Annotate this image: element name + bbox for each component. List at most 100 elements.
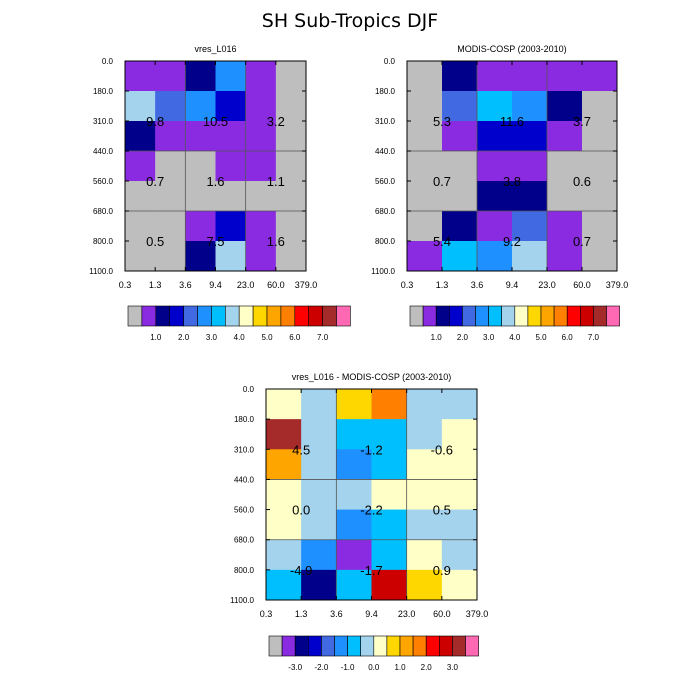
panel1-cell xyxy=(185,121,216,152)
panel2-cell xyxy=(477,181,513,212)
panel3-cell xyxy=(441,539,478,571)
panel2-x-tick-label: 23.0 xyxy=(538,280,556,290)
panel1-box-value: 10.5 xyxy=(203,114,228,129)
panel1-colorbar-label: 3.0 xyxy=(206,333,218,342)
panel2-y-tick-label: 180.0 xyxy=(375,87,396,96)
panel3-colorbar-box xyxy=(268,635,283,657)
panel1-cell xyxy=(125,121,156,152)
panel1-x-tick-label: 0.3 xyxy=(119,280,132,290)
panel1-cell xyxy=(245,151,277,182)
panel2-box-value: 9.2 xyxy=(503,234,521,249)
panel2-cell xyxy=(582,121,618,152)
panel1-colorbar-box xyxy=(225,305,240,327)
panel3-cell xyxy=(371,479,407,510)
panel3-x-tick-label: 23.0 xyxy=(398,609,416,619)
panel2-cell xyxy=(442,181,478,212)
panel1-cell xyxy=(155,61,186,92)
panel2-cell xyxy=(477,61,513,92)
panel3-cell xyxy=(266,389,302,420)
panel2-box-value: 0.6 xyxy=(573,174,591,189)
panel1-x-tick-label: 3.6 xyxy=(179,280,192,290)
panel3-cell xyxy=(371,449,407,480)
panel2-cell xyxy=(547,91,583,122)
panel3-box-value: -2.2 xyxy=(360,503,382,518)
panel3-x-tick-label: 60.0 xyxy=(433,609,451,619)
panel3-y-tick-label: 1100.0 xyxy=(230,596,254,605)
panel1-box-value: 3.2 xyxy=(267,114,285,129)
panel3-cell xyxy=(266,539,302,571)
panel3-cell xyxy=(266,479,302,510)
panel3-colorbar-label: -2.0 xyxy=(315,663,329,672)
panel3-colorbar-box xyxy=(465,635,479,657)
panel2-cell xyxy=(407,91,443,122)
panel2-colorbar-box xyxy=(448,305,463,327)
panel3-box-value: -4.9 xyxy=(290,563,312,578)
panel1-colorbar-label: 5.0 xyxy=(261,333,273,342)
panel3-x-tick-label: 9.4 xyxy=(365,609,378,619)
panel2-cell xyxy=(582,211,618,242)
panel2-cell xyxy=(582,241,618,272)
panel2-colorbar-box xyxy=(435,305,450,327)
panel2-cell xyxy=(547,61,583,92)
panel2-cell xyxy=(582,181,618,212)
panel3-colorbar-label: -1.0 xyxy=(341,663,355,672)
panel3-colorbar-box xyxy=(452,635,466,657)
panel1-colorbar-box xyxy=(280,305,296,327)
panel1-cell xyxy=(245,211,277,242)
panel1-colorbar-box xyxy=(183,305,198,327)
panel1-colorbar-label: 1.0 xyxy=(150,333,162,342)
panel3-cell xyxy=(266,419,302,450)
panel2-y-tick-label: 310.0 xyxy=(375,117,396,126)
panel1-x-tick-label: 60.0 xyxy=(267,280,285,290)
panel3-box-value: -1.7 xyxy=(360,563,382,578)
panel2-y-tick-label: 560.0 xyxy=(375,177,396,186)
panel3-cell xyxy=(371,539,407,571)
panel1-cell xyxy=(275,151,307,182)
panel2-box-value: 11.6 xyxy=(500,114,524,129)
panel2-cell xyxy=(442,241,478,272)
panel1-colorbar-box xyxy=(336,305,351,327)
panel3-x-tick-label: 3.6 xyxy=(330,609,343,619)
panel1-box-value: 0.7 xyxy=(146,174,164,189)
panel2-cell xyxy=(407,241,443,272)
panel3-cell xyxy=(406,419,443,450)
panel1-cell xyxy=(275,121,307,152)
panel2-colorbar-box xyxy=(579,305,594,327)
panel3-colorbar-box xyxy=(334,635,348,657)
panel3-cell xyxy=(441,419,478,450)
panel2-colorbar-box xyxy=(514,305,529,327)
panel3-cell xyxy=(441,509,478,541)
panel2-cell xyxy=(512,181,548,212)
panel3-cell xyxy=(301,539,337,571)
panel1-colorbar-box xyxy=(322,305,337,327)
panel3-y-tick-label: 680.0 xyxy=(234,536,255,545)
panel3-cell xyxy=(371,419,407,450)
panel2-x-tick-label: 379.0 xyxy=(606,280,629,290)
panel2-colorbar-box xyxy=(475,305,489,327)
panel2-cell xyxy=(547,181,583,212)
panel1-y-tick-label: 310.0 xyxy=(93,117,114,126)
panel3-colorbar-box xyxy=(373,635,388,657)
panel3-y-tick-label: 0.0 xyxy=(243,385,255,394)
panel3-y-tick-label: 310.0 xyxy=(234,445,255,454)
panel1-colorbar-box xyxy=(155,305,171,327)
panel3-cell xyxy=(371,569,407,601)
panel2-colorbar-box xyxy=(488,305,503,327)
panel2-cell xyxy=(512,151,548,182)
panel2-y-tick-label: 1100.0 xyxy=(371,267,395,276)
panel1-cell xyxy=(125,241,156,272)
panel1-cell xyxy=(155,151,186,182)
panel2-x-tick-label: 60.0 xyxy=(573,280,591,290)
panel1-cell xyxy=(275,241,307,272)
panel3-colorbar-label: 0.0 xyxy=(368,663,380,672)
panel1-cell xyxy=(125,91,156,122)
panel2-y-tick-label: 440.0 xyxy=(375,147,396,156)
panel1-colorbar-label: 2.0 xyxy=(178,333,190,342)
panel1-cell xyxy=(185,241,216,272)
panel3-y-tick-label: 440.0 xyxy=(234,475,255,484)
panel2-cell xyxy=(477,151,513,182)
panel3-colorbar-label: 1.0 xyxy=(394,663,406,672)
panel1-cell xyxy=(275,211,307,242)
panel3-box-value: 0.0 xyxy=(292,503,310,518)
panel1-cell xyxy=(125,61,156,92)
